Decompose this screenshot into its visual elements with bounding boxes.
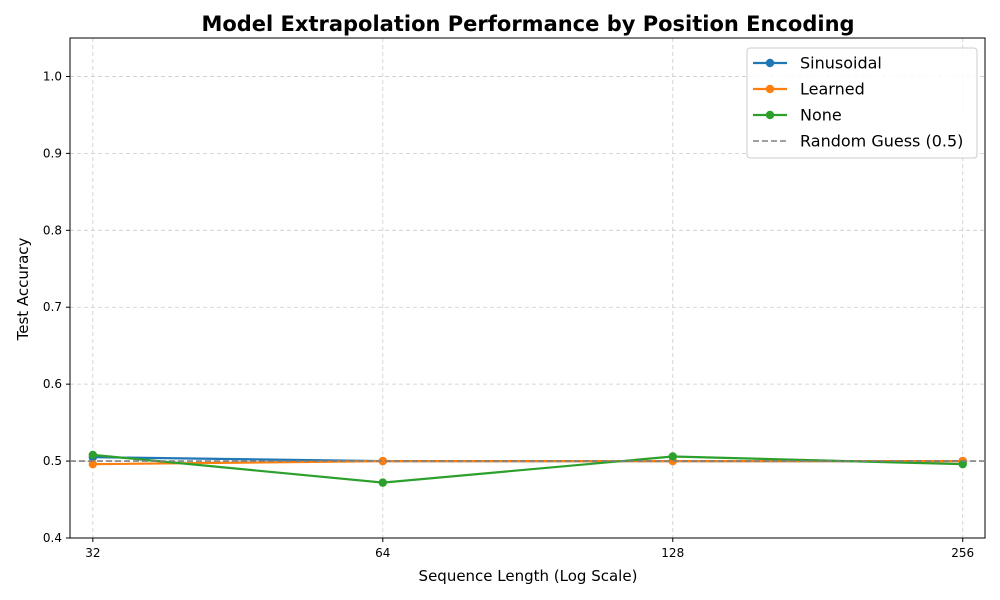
chart-title: Model Extrapolation Performance by Posit… bbox=[201, 12, 854, 36]
data-point-learned bbox=[378, 456, 387, 466]
legend-entry-label: Sinusoidal bbox=[800, 54, 882, 73]
legend-marker bbox=[765, 110, 775, 120]
y-tick-label: 0.7 bbox=[43, 300, 62, 314]
legend-box bbox=[746, 47, 978, 159]
x-tick-label: 64 bbox=[375, 546, 390, 560]
y-axis-label: Test Accuracy bbox=[14, 237, 32, 341]
data-point-none bbox=[958, 459, 967, 469]
y-axis-ticks: 0.4 0.5 0.6 0.7 0.8 0.9 1.0 bbox=[43, 69, 70, 545]
data-point-none bbox=[668, 452, 677, 461]
legend: Sinusoidal Learned None Random Guess (0.5) bbox=[746, 47, 978, 159]
y-tick-label: 0.5 bbox=[43, 454, 62, 468]
x-tick-label: 32 bbox=[85, 546, 100, 560]
plot-area bbox=[69, 37, 986, 539]
x-axis-label: Sequence Length (Log Scale) bbox=[419, 567, 638, 585]
data-point-learned bbox=[88, 459, 98, 469]
y-tick-label: 1.0 bbox=[43, 69, 62, 83]
legend-entry-label: None bbox=[800, 106, 842, 125]
y-tick-label: 0.9 bbox=[43, 146, 62, 160]
y-tick-label: 0.8 bbox=[43, 223, 62, 237]
y-tick-label: 0.4 bbox=[43, 531, 62, 545]
legend-entry-label: Random Guess (0.5) bbox=[800, 132, 963, 151]
y-tick-label: 0.6 bbox=[43, 377, 62, 391]
data-point-none bbox=[88, 450, 98, 460]
x-tick-label: 128 bbox=[661, 546, 684, 560]
legend-marker bbox=[765, 84, 775, 94]
legend-entry-label: Learned bbox=[800, 80, 865, 99]
x-tick-label: 256 bbox=[951, 546, 974, 560]
series-layer bbox=[88, 450, 967, 487]
legend-marker bbox=[765, 58, 775, 68]
x-axis-ticks: 32 64 128 256 bbox=[85, 538, 974, 560]
data-point-none bbox=[378, 478, 387, 487]
